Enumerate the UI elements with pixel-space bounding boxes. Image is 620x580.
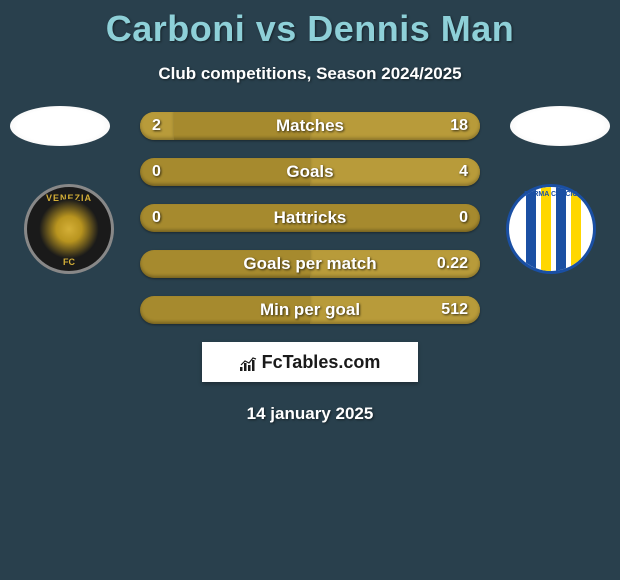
stat-bar: 2 Matches 18 xyxy=(140,112,480,140)
venezia-fc-label: FC xyxy=(27,257,111,267)
club-logo-left: VENEZIA FC xyxy=(24,184,114,274)
parma-crest-icon xyxy=(509,187,593,271)
season-subtitle: Club competitions, Season 2024/2025 xyxy=(0,64,620,84)
stat-label: Hattricks xyxy=(274,208,347,228)
club-logo-right: PARMA CALCIO xyxy=(506,184,596,274)
player-photo-left xyxy=(10,106,110,146)
bar-fill-right xyxy=(310,158,480,186)
branding-text: FcTables.com xyxy=(262,352,381,373)
stat-value-right: 0 xyxy=(459,209,468,227)
comparison-title: Carboni vs Dennis Man xyxy=(0,0,620,50)
parma-label: PARMA CALCIO xyxy=(509,191,593,198)
stat-value-left: 0 xyxy=(152,163,161,181)
comparison-content: VENEZIA FC PARMA CALCIO 2 Matches 18 0 Goals… xyxy=(0,112,620,324)
stat-value-left: 2 xyxy=(152,117,161,135)
stat-value-right: 4 xyxy=(459,163,468,181)
venezia-crest-icon xyxy=(39,199,99,259)
stat-value-left: 0 xyxy=(152,209,161,227)
stat-bar: Goals per match 0.22 xyxy=(140,250,480,278)
stat-value-right: 0.22 xyxy=(437,255,468,273)
stat-label: Min per goal xyxy=(260,300,360,320)
stat-label: Matches xyxy=(276,116,344,136)
stats-bars: 2 Matches 18 0 Goals 4 0 Hattricks 0 Goals per ma… xyxy=(140,112,480,324)
stat-bar: 0 Goals 4 xyxy=(140,158,480,186)
stat-bar: 0 Hattricks 0 xyxy=(140,204,480,232)
player-photo-right xyxy=(510,106,610,146)
stat-bar: Min per goal 512 xyxy=(140,296,480,324)
branding-badge[interactable]: FcTables.com xyxy=(202,342,418,382)
stat-value-right: 18 xyxy=(450,117,468,135)
comparison-date: 14 january 2025 xyxy=(0,404,620,424)
stat-label: Goals xyxy=(286,162,333,182)
stat-label: Goals per match xyxy=(243,254,376,274)
stat-value-right: 512 xyxy=(441,301,468,319)
chart-icon xyxy=(240,355,258,369)
